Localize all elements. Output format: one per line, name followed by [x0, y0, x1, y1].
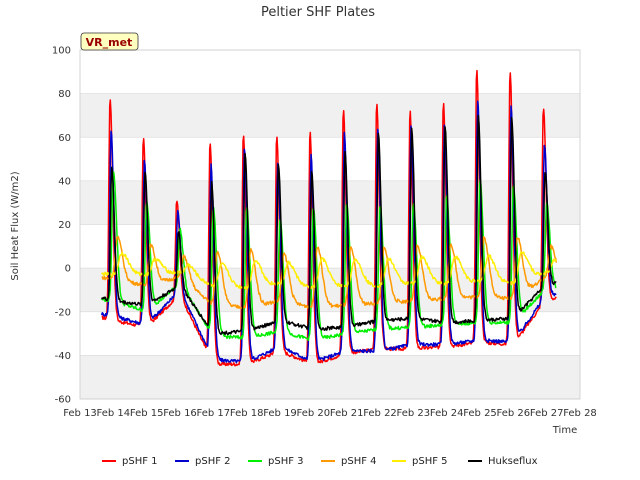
x-tick-label: Feb 19	[263, 408, 297, 419]
y-tick-label: -40	[55, 351, 71, 362]
y-tick-label: 60	[58, 133, 71, 144]
station-label-box	[80, 32, 139, 51]
legend-label: pSHF 5	[412, 456, 448, 467]
x-tick-label: Feb 25	[463, 408, 497, 419]
x-tick-label: Feb 15	[130, 408, 164, 419]
station-label-text: VR_met	[86, 36, 133, 49]
chart-title: Peltier SHF Plates	[261, 5, 375, 20]
y-axis-ticks: -60 -40 -20 0 20 40 60 80 100	[52, 46, 71, 406]
legend-label: pSHF 3	[268, 456, 304, 467]
x-tick-label: Feb 21	[330, 408, 364, 419]
y-tick-label: 20	[58, 220, 71, 231]
series-line-hukseflux	[101, 114, 557, 336]
plot-band	[80, 355, 580, 399]
y-tick-label: 100	[52, 46, 71, 57]
legend-label: pSHF 2	[195, 456, 231, 467]
x-axis-label: Time	[552, 425, 577, 436]
plot-band	[80, 93, 580, 138]
x-tick-label: Feb 23	[397, 408, 431, 419]
x-tick-label: Feb 13	[63, 408, 97, 419]
series-line-pshf-1	[101, 69, 557, 367]
y-tick-label: 80	[58, 89, 71, 100]
x-axis-ticks: Feb 13 Feb 14 Feb 15 Feb 16 Feb 17 Feb 18 Feb …	[63, 408, 597, 419]
x-tick-label: Feb 14	[97, 408, 131, 419]
x-tick-label: Feb 24	[430, 408, 464, 419]
x-tick-label: Feb 20	[297, 408, 331, 419]
y-tick-label: 40	[58, 176, 71, 187]
plot-border	[79, 49, 581, 400]
y-tick-label: 0	[65, 264, 71, 275]
plot-band	[80, 180, 580, 225]
legend-label: Hukseflux	[488, 456, 538, 467]
legend-label: pSHF 4	[341, 456, 377, 467]
y-tick-label: -60	[55, 395, 71, 406]
x-tick-label: Feb 17	[197, 408, 231, 419]
x-tick-label: Feb 18	[230, 408, 264, 419]
y-axis-label: Soil Heat Flux (W/m2)	[10, 171, 21, 280]
series-lines	[100, 69, 558, 367]
series-line-pshf-5	[101, 251, 557, 290]
legend: pSHF 1 pSHF 2 pSHF 3 pSHF 4 pSHF 5 Hukseflux	[102, 456, 538, 467]
station-label: VR_met	[80, 32, 139, 51]
x-tick-label: Feb 26	[497, 408, 531, 419]
x-tick-label: Feb 27	[530, 408, 564, 419]
x-tick-label: Feb 28	[563, 408, 597, 419]
x-tick-label: Feb 16	[163, 408, 197, 419]
x-tick-label: Feb 22	[363, 408, 397, 419]
y-tick-label: -20	[55, 307, 71, 318]
legend-label: pSHF 1	[122, 456, 158, 467]
